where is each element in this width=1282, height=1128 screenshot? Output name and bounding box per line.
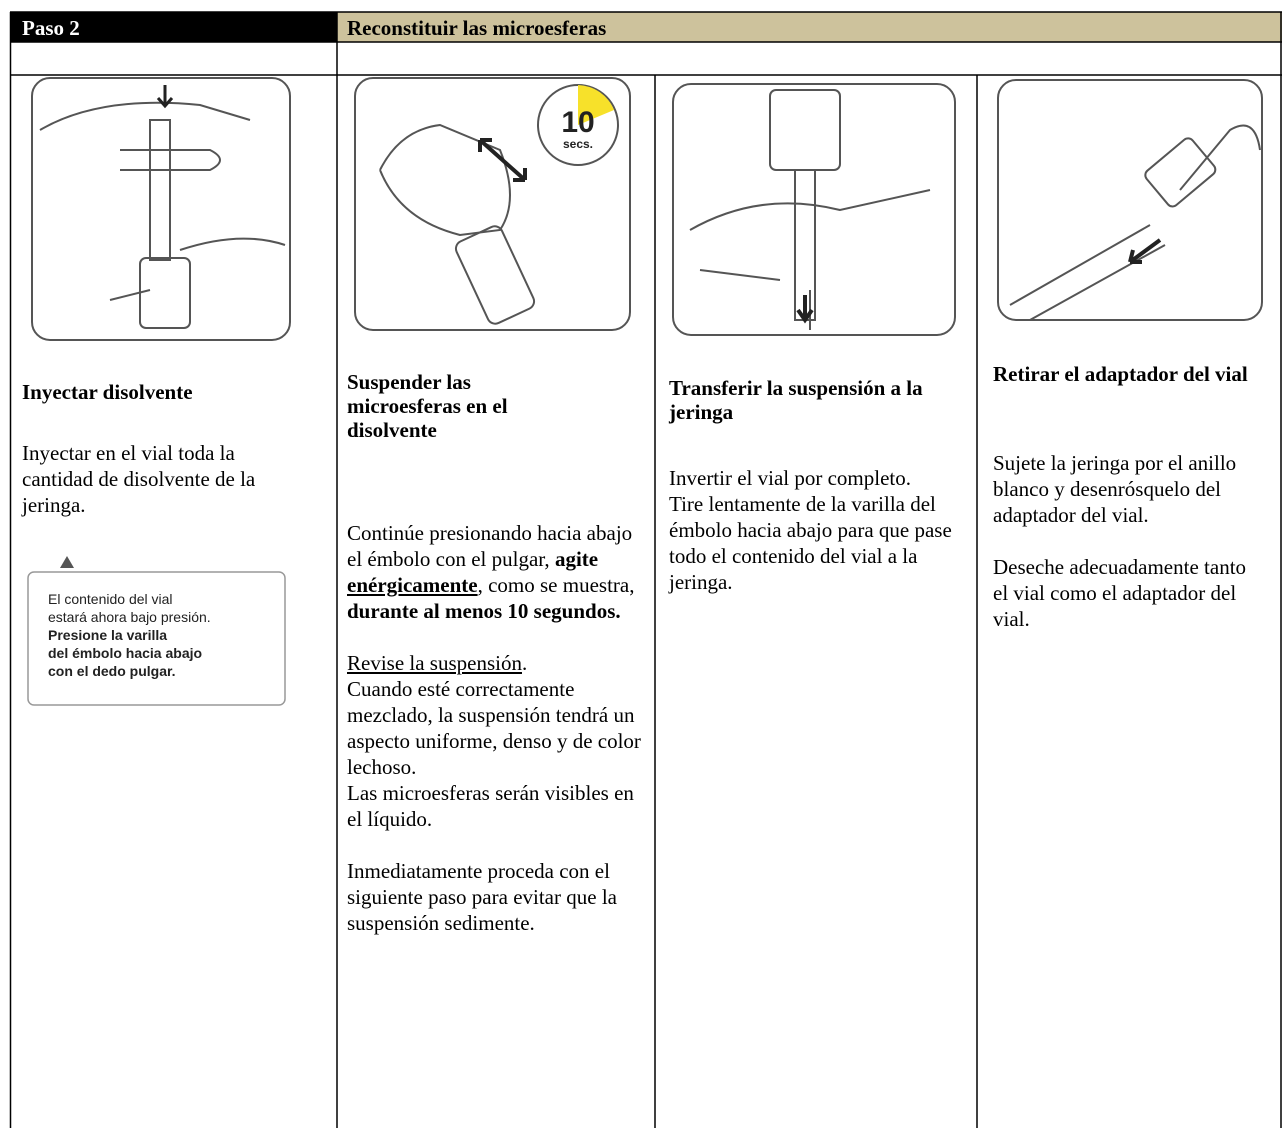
- text-run: , como se muestra,: [477, 573, 635, 597]
- column-body: Invertir el vial por completo. Tire lenta…: [669, 465, 961, 621]
- text-run: Deseche adecuadamente tanto el vial como…: [993, 555, 1247, 631]
- warning-text: estará ahora bajo presión.: [48, 609, 211, 625]
- text-run: Invertir el vial por completo.: [669, 466, 912, 490]
- line: Invertir el vial por completo.: [669, 465, 961, 491]
- illustrations: [27, 77, 1263, 706]
- column-heading: Transferir la suspensión a la jeringa: [669, 376, 923, 424]
- paragraph: Revise la suspensión. Cuando esté correct…: [347, 650, 642, 832]
- column-heading: Retirar el adaptador del vial: [993, 362, 1248, 386]
- text-run: Inyectar en el vial toda la cantidad de …: [22, 441, 256, 517]
- warning-text: Presione la varilla: [48, 627, 167, 643]
- paragraph: Invertir el vial por completo. Tire lenta…: [669, 465, 961, 595]
- line: Continúe presionando hacia abajo el émbo…: [347, 520, 642, 624]
- warning-text: con el dedo pulgar.: [48, 663, 176, 679]
- column-heading: Suspender las microesferas en el disolve…: [347, 370, 508, 442]
- text-run: Inmediatamente proceda con el siguiente …: [347, 859, 617, 935]
- line: Tire lentamente de la varilla del émbolo…: [669, 491, 961, 595]
- line: Cuando esté correctamente mezclado, la s…: [347, 676, 642, 780]
- timer-number: 10: [561, 106, 594, 139]
- text-run: agite: [554, 547, 599, 571]
- text-run: enérgicamente: [347, 573, 478, 597]
- step-label: Paso 2: [22, 16, 80, 40]
- paragraph: Deseche adecuadamente tanto el vial como…: [993, 554, 1258, 632]
- line: Las microesferas serán visibles en el lí…: [347, 780, 642, 832]
- text-run: Cuando esté correctamente mezclado, la s…: [347, 677, 641, 779]
- text-run: durante al menos 10 segundos.: [347, 599, 621, 623]
- warning-text: El contenido del vial: [48, 591, 173, 607]
- text-run: Sujete la jeringa por el anillo blanco y…: [993, 451, 1237, 527]
- section-title: Reconstituir las microesferas: [347, 16, 607, 40]
- timer-unit: secs.: [563, 137, 593, 151]
- table-lines: [9, 11, 1282, 1128]
- paragraph: Sujete la jeringa por el anillo blanco y…: [993, 450, 1258, 528]
- step-cell: [10, 12, 337, 42]
- line: Inmediatamente proceda con el siguiente …: [347, 858, 642, 936]
- column-heading: Inyectar disolvente: [22, 380, 193, 404]
- paragraph: Continúe presionando hacia abajo el émbo…: [347, 520, 642, 624]
- column-body: Sujete la jeringa por el anillo blanco y…: [993, 450, 1258, 658]
- line: Revise la suspensión.: [347, 650, 642, 676]
- line: Deseche adecuadamente tanto el vial como…: [993, 554, 1258, 632]
- text-run: .: [521, 651, 528, 675]
- column-body: Continúe presionando hacia abajo el émbo…: [347, 520, 642, 962]
- paragraph: Inmediatamente proceda con el siguiente …: [347, 858, 642, 936]
- line: Inyectar en el vial toda la cantidad de …: [22, 440, 302, 518]
- text-run: Las microesferas serán visibles en el lí…: [347, 781, 634, 831]
- warning-text: del émbolo hacia abajo: [48, 645, 202, 661]
- text-run: Continúe presionando hacia abajo el émbo…: [347, 521, 633, 571]
- line: Sujete la jeringa por el anillo blanco y…: [993, 450, 1258, 528]
- text-run: Revise la suspensión: [347, 651, 522, 675]
- text-run: Tire lentamente de la varilla del émbolo…: [669, 492, 952, 594]
- paragraph: Inyectar en el vial toda la cantidad de …: [22, 440, 302, 518]
- title-cell: [337, 12, 1282, 42]
- column-body: Inyectar en el vial toda la cantidad de …: [22, 440, 302, 544]
